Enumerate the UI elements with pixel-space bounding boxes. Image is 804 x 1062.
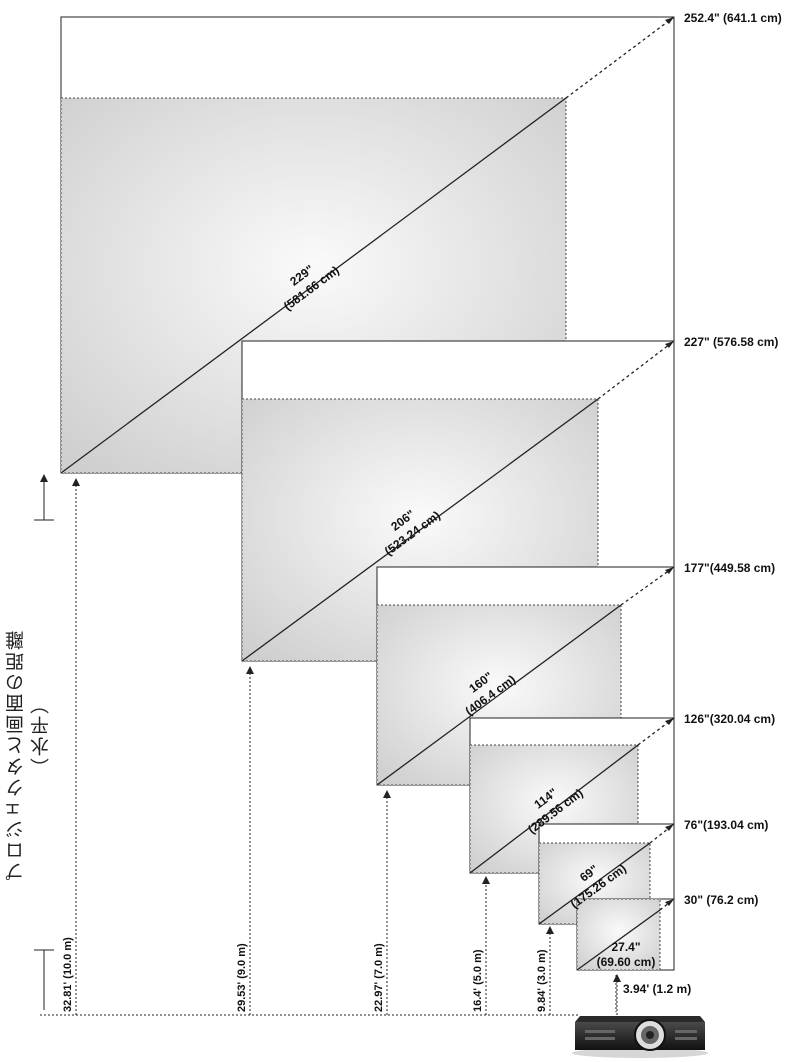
distance-label: 9.84' (3.0 m) (536, 949, 548, 1012)
corner-arrows (665, 17, 674, 906)
left-axis-arrowhead (40, 474, 48, 482)
left-axis-arrow (34, 478, 54, 1010)
max-diagonal-label: 252.4" (641.1 cm) (684, 11, 782, 25)
distance-label: 22.97' (7.0 m) (373, 943, 385, 1012)
max-diagonal-label: 76"(193.04 cm) (684, 818, 768, 832)
distance-label: 29.53' (9.0 m) (236, 943, 248, 1012)
distance-label: 16.4' (5.0 m) (472, 949, 484, 1012)
diagonal-inch-label: 27.4" (611, 940, 640, 954)
axis-title-line1: プロジェクタと画面の距離 (5, 629, 27, 881)
distance-arrows (75, 482, 618, 1015)
axis-title: プロジェクタと画面の距離 (2, 600, 29, 910)
max-diagonal-label: 30" (76.2 cm) (684, 893, 758, 907)
distance-label: 32.81' (10.0 m) (62, 937, 74, 1012)
axis-title-line2: （水平） (30, 693, 52, 777)
projector-icon (572, 1016, 708, 1058)
distance-arrowheads (72, 478, 621, 982)
max-diagonal-label: 177"(449.58 cm) (684, 561, 775, 575)
diagonals (60, 16, 675, 971)
max-diagonal-label: 227" (576.58 cm) (684, 335, 778, 349)
axis-title-sub: （水平） (27, 675, 54, 795)
distance-label: 3.94' (1.2 m) (623, 982, 691, 996)
max-diagonal-label: 126"(320.04 cm) (684, 712, 775, 726)
diagonal-cm-label: (69.60 cm) (597, 955, 656, 969)
